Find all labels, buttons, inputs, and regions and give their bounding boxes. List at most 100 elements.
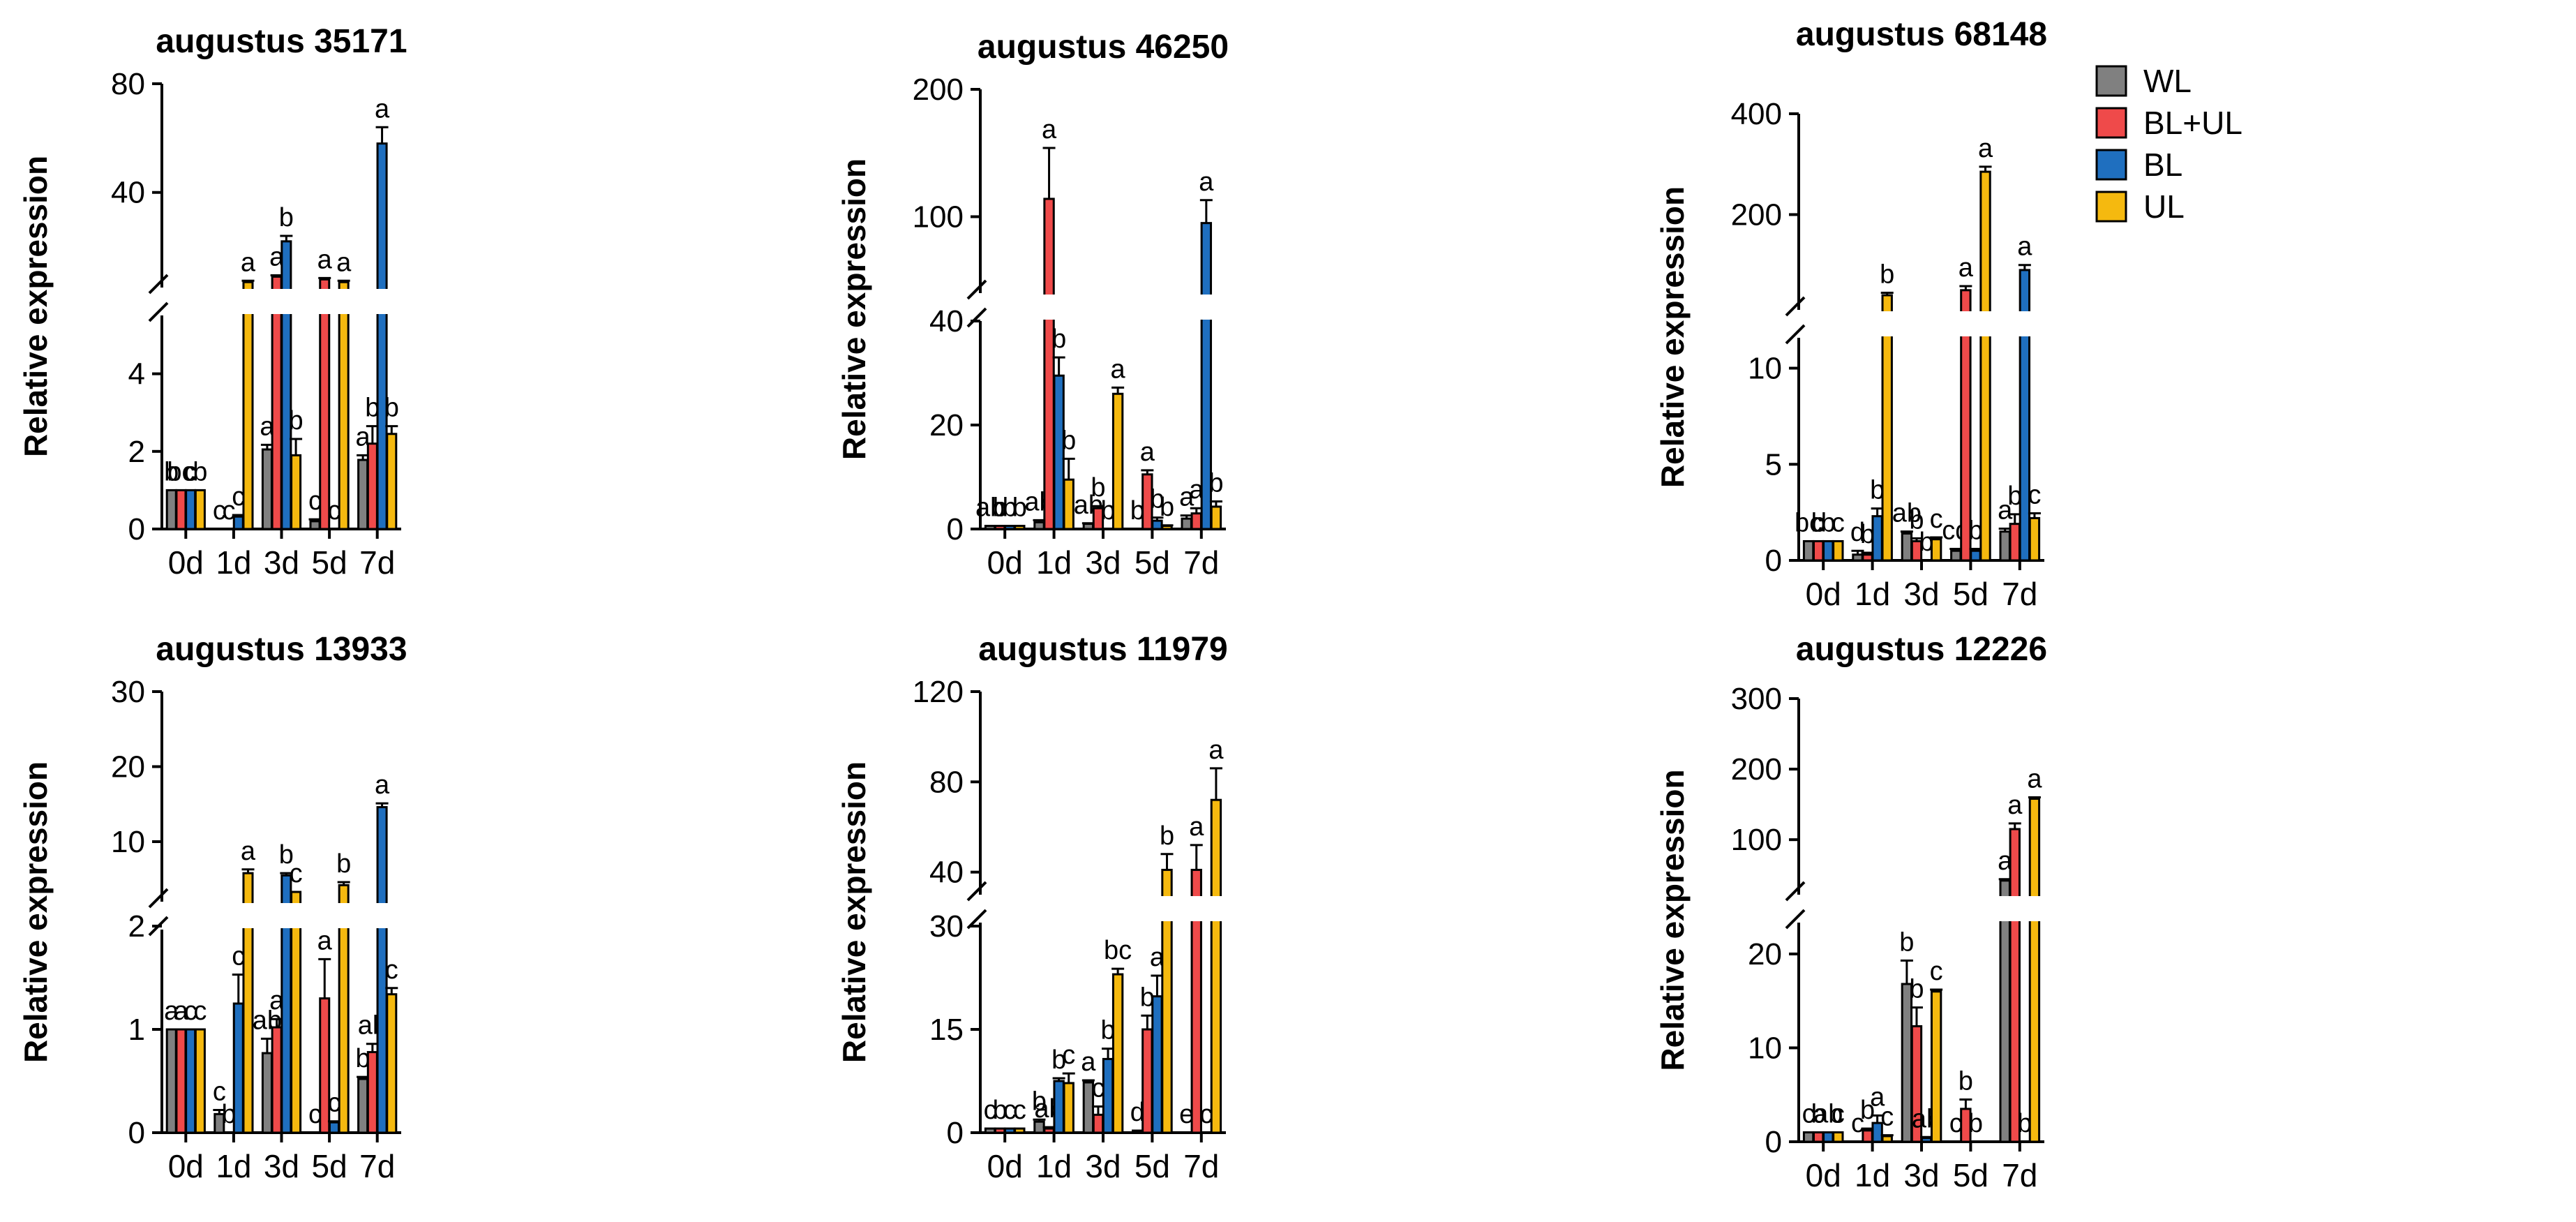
bar-ul xyxy=(1063,1082,1074,1134)
bar-bl xyxy=(1822,1131,1834,1143)
y-tick-label: 10 xyxy=(1748,352,1782,386)
significance-letter: b xyxy=(2017,1109,2032,1138)
bar-ul xyxy=(1014,1127,1026,1134)
y-tick-label: 200 xyxy=(1731,752,1782,787)
axis-break-mark xyxy=(966,881,987,902)
x-tick-label: 5d xyxy=(312,544,347,581)
significance-letter: a xyxy=(1208,736,1224,765)
chart-panel-2: augustus 46250 Relative expression 0 20 40 10… xyxy=(836,29,1229,581)
legend-label: WL xyxy=(2143,63,2192,99)
significance-letter: b xyxy=(1870,476,1885,505)
bar-ul xyxy=(1979,170,1991,562)
significance-letter: b xyxy=(1100,496,1115,526)
significance-letter: c xyxy=(385,955,398,985)
bar-bl xyxy=(185,1028,197,1134)
bar-wl xyxy=(1802,1131,1815,1143)
bar-break-gap xyxy=(1190,896,1204,921)
significance-letter: c xyxy=(1880,1103,1894,1132)
bar-bl-ul xyxy=(994,1127,1006,1134)
bar-ul xyxy=(194,1028,206,1134)
significance-letter: c xyxy=(232,482,245,512)
significance-letter: c xyxy=(2028,481,2041,510)
significance-letter: a xyxy=(164,997,179,1026)
bar-break-gap xyxy=(375,903,389,928)
significance-letter: c xyxy=(327,1089,340,1118)
significance-letter: a xyxy=(1959,253,1974,283)
significance-letter: b xyxy=(993,1096,1008,1125)
legend-label: UL xyxy=(2143,188,2185,225)
y-tick-label: 0 xyxy=(1765,544,1782,578)
chart-panel-5: augustus 11979 Relative expression 0 15 30 40… xyxy=(836,631,1228,1184)
axis-break-mark xyxy=(1785,881,1806,902)
bar-break-gap xyxy=(241,903,255,928)
bar-bl-ul xyxy=(319,278,331,530)
bar-wl xyxy=(357,1078,369,1134)
y-tick-label: 120 xyxy=(913,675,964,709)
y-tick-label: 30 xyxy=(111,675,145,709)
significance-letter: b xyxy=(289,406,304,435)
significance-letter: b xyxy=(1091,473,1105,502)
significance-letter: b xyxy=(1811,1100,1826,1129)
y-tick-label: 10 xyxy=(111,825,145,859)
significance-letter: a xyxy=(1998,496,2013,526)
significance-letter: b xyxy=(221,1100,236,1129)
bar-bl-ul xyxy=(271,275,283,530)
significance-letter: b xyxy=(1860,520,1875,549)
bar-ul xyxy=(1111,973,1124,1134)
significance-letter: ab xyxy=(975,493,1005,523)
significance-letter: b xyxy=(1012,493,1027,523)
bar-bl-ul xyxy=(1043,198,1055,530)
bar-bl-ul xyxy=(271,1026,283,1134)
significance-letter: a xyxy=(1179,483,1195,512)
chart-title: augustus 68148 xyxy=(1796,16,2047,53)
bar-wl xyxy=(1181,517,1192,530)
x-tick-label: 0d xyxy=(168,1148,204,1184)
significance-letter: b xyxy=(993,493,1008,523)
bar-wl xyxy=(357,459,369,530)
bar-bl-ul xyxy=(1092,1113,1104,1134)
bar-bl-ul xyxy=(1862,553,1873,562)
bar-bl xyxy=(1920,1137,1933,1143)
x-tick-label: 0d xyxy=(1806,576,1841,612)
x-tick-label: 5d xyxy=(1953,1157,1989,1193)
x-tick-label: 3d xyxy=(264,544,299,581)
significance-letter: b xyxy=(1811,508,1826,537)
axis-break-mark xyxy=(148,274,169,295)
y-tick-label: 0 xyxy=(947,512,964,546)
significance-letter: a xyxy=(1199,167,1214,197)
axis-break-mark xyxy=(966,279,987,300)
chart-panel-3: augustus 68148 Relative expression 0 5 10 200… xyxy=(1654,16,2047,612)
bar-wl xyxy=(1901,532,1913,562)
bar-bl-ul xyxy=(2009,523,2021,562)
significance-letter: c xyxy=(1013,1096,1026,1125)
y-axis-label: Relative expression xyxy=(836,761,872,1063)
bar-ul xyxy=(1881,1135,1893,1143)
significance-letter: a xyxy=(317,926,333,955)
axis-break-mark xyxy=(966,307,987,328)
bar-wl xyxy=(1950,549,1962,562)
significance-letter: a xyxy=(1978,134,1993,163)
bar-break-gap xyxy=(1042,295,1056,320)
x-tick-label: 7d xyxy=(359,1148,395,1184)
bar-ul xyxy=(1930,990,1942,1143)
bar-bl-ul xyxy=(1043,1127,1055,1134)
significance-letter: c xyxy=(984,1096,997,1125)
significance-letter: bc xyxy=(1104,936,1132,965)
bar-wl xyxy=(1901,983,1913,1143)
bar-wl xyxy=(1852,553,1864,562)
bar-bl xyxy=(1970,549,1982,562)
significance-letter: a xyxy=(336,248,352,277)
x-tick-label: 7d xyxy=(1183,1148,1219,1184)
x-tick-label: 7d xyxy=(2002,1157,2037,1193)
bar-wl xyxy=(165,489,177,530)
significance-letter: d xyxy=(1850,518,1865,547)
x-tick-label: 3d xyxy=(1903,576,1939,612)
significance-letter: c xyxy=(1003,1096,1017,1125)
y-tick-label: 15 xyxy=(929,1013,964,1047)
significance-letter: b xyxy=(365,394,380,423)
y-tick-label: 0 xyxy=(1765,1125,1782,1159)
significance-letter: b xyxy=(164,457,179,486)
significance-letter: b xyxy=(193,457,207,486)
x-tick-label: 5d xyxy=(1135,544,1170,581)
significance-letter: b xyxy=(1100,1016,1115,1045)
